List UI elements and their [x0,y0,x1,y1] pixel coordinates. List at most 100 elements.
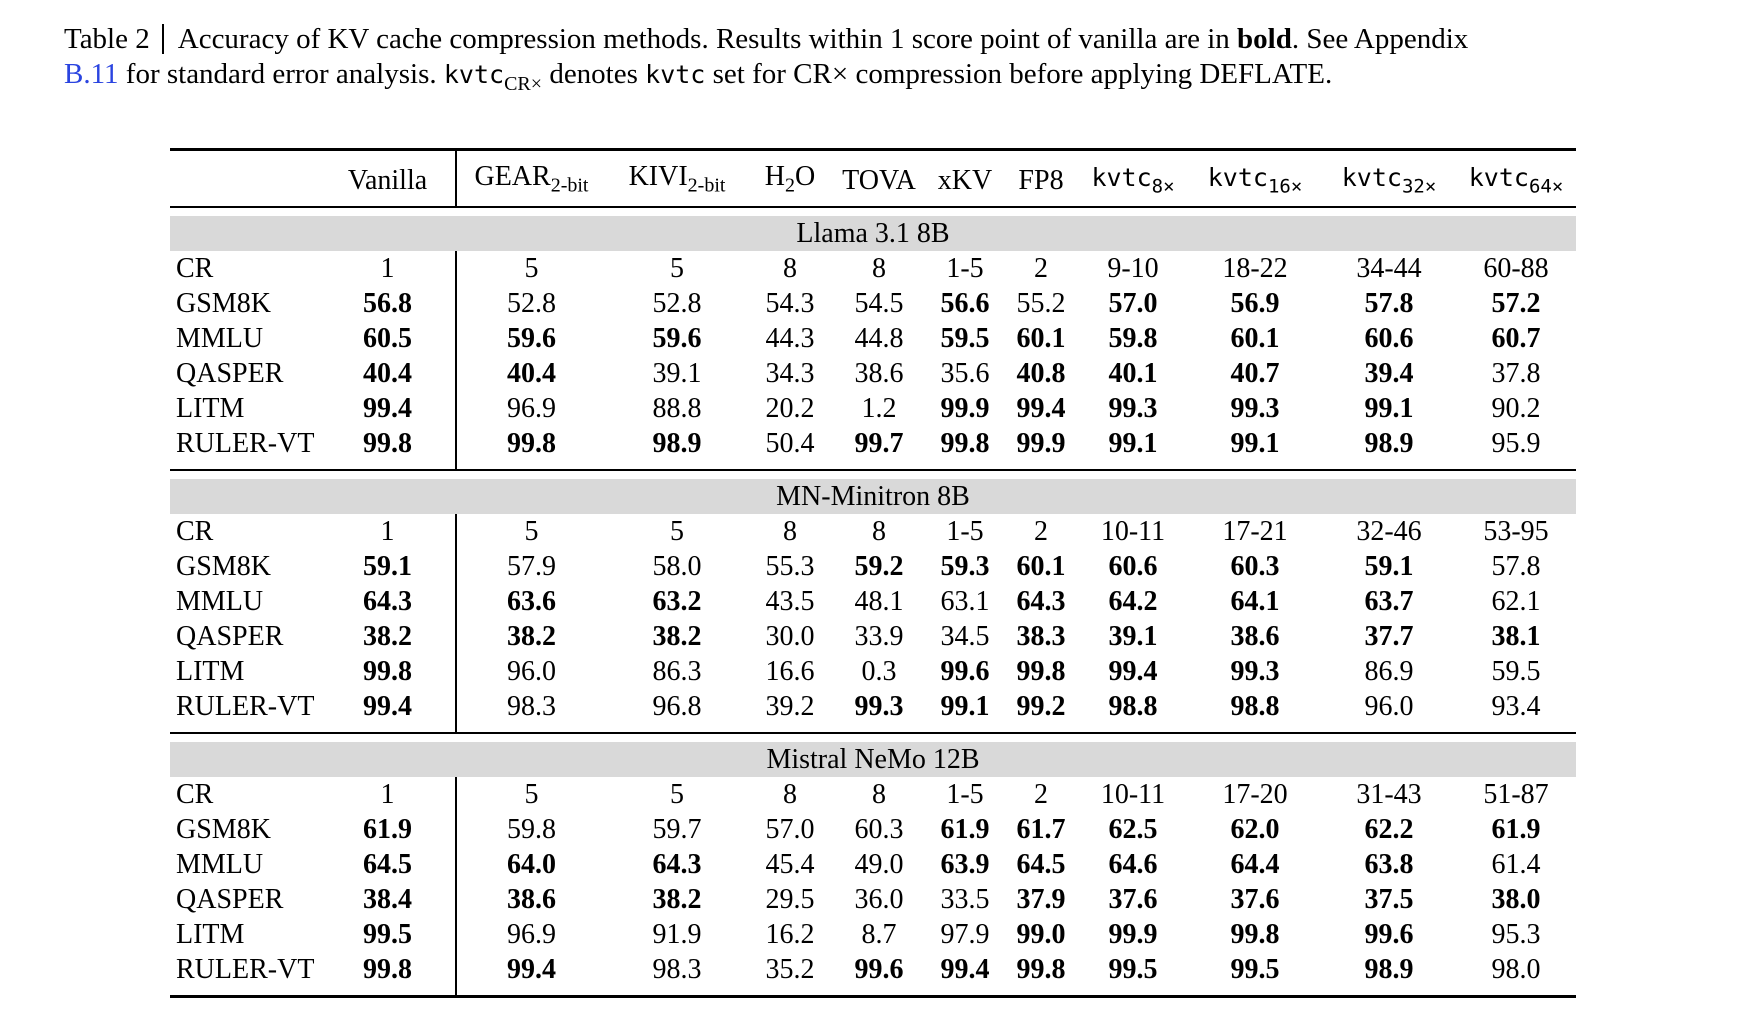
value-cell: 2 [1034,253,1048,285]
value-cell: 99.8 [1230,919,1280,951]
table-row: GSM8K 59.1 57.9 58.0 55.3 59.2 59.3 60.1 60.6 60.… [170,549,1576,585]
value-cell: 99.7 [854,428,904,460]
value-cell: 96.8 [652,691,702,723]
value-cell: 64.3 [1016,586,1066,618]
spacer-cell [170,724,320,733]
value-cell: 99.8 [1016,954,1066,986]
value-cell: 8 [872,253,886,285]
value-cell: 1 [320,777,457,813]
value-cell: 17-20 [1222,779,1288,811]
spacer-cell [1078,733,1188,742]
value-cell: 40.4 [507,358,556,390]
value-cell: 90.2 [1491,393,1541,425]
value-cell: 63.2 [652,586,702,618]
value-cell: 57.9 [507,551,556,583]
spacer-cell [1188,987,1322,997]
spacer-row [170,461,1576,471]
value-cell: 99.8 [320,952,457,988]
value-cell: 44.3 [765,323,815,355]
row-label: GSM8K [176,551,271,583]
appendix-ref-link[interactable]: B.11 [64,58,119,90]
value-cell: 38.6 [507,884,556,916]
table-row: RULER-VT 99.8 99.8 98.9 50.4 99.7 99.8 99.9 99.1… [170,426,1576,462]
caption-separator-rule [161,24,164,54]
spacer-cell [456,724,606,733]
value-cell: 1-5 [946,779,984,811]
caption-text-1b: . See Appendix [1291,23,1469,55]
row-label: LITM [176,393,245,425]
column-header: kvtc64× [1468,162,1564,198]
value-cell: 96.0 [507,656,556,688]
row-label: LITM [176,656,245,688]
value-cell: 38.2 [507,621,556,653]
header-row: Vanilla GEAR2-bit KIVI2-bit H2O TOVA xKV FP8 kv… [170,149,1576,208]
value-cell: 20.2 [765,393,815,425]
spacer-cell [1188,733,1322,742]
value-cell: 98.3 [507,691,556,723]
value-cell: 99.9 [940,393,990,425]
value-cell: 57.0 [765,814,815,846]
caption-label: Table 2 [64,23,150,55]
value-cell: 52.8 [652,288,702,320]
value-cell: 56.6 [940,288,990,320]
value-cell: 48.1 [854,586,904,618]
row-label: CR [176,779,214,811]
table-row: GSM8K 56.8 52.8 52.8 54.3 54.5 56.6 55.2 57.0 56.… [170,286,1576,322]
model-section: Mistral NeMo 12B CR 1 5 5 8 8 1-5 2 10-11 17-20 31-… [170,733,1576,997]
value-cell: 34-44 [1356,253,1422,285]
value-cell: 10-11 [1100,516,1166,548]
table-row: MMLU 64.3 63.6 63.2 43.5 48.1 63.1 64.3 64.2 64.1… [170,584,1576,620]
value-cell: 51-87 [1483,779,1549,811]
spacer-cell [1188,461,1322,470]
value-cell: 64.5 [1016,849,1066,881]
value-cell: 62.2 [1364,814,1414,846]
spacer-cell [832,724,926,733]
caption-kvtc-subscript: CR× [504,72,543,95]
value-cell: 59.3 [940,551,990,583]
value-cell: 8 [783,779,797,811]
value-cell: 99.0 [1016,919,1066,951]
value-cell: 36.0 [854,884,904,916]
value-cell: 37.9 [1016,884,1066,916]
spacer-cell [832,987,926,997]
value-cell: 16.6 [765,656,815,688]
value-cell: 62.1 [1491,586,1541,618]
spacer-cell [1078,207,1188,216]
spacer-cell [606,461,748,470]
value-cell: 64.3 [652,849,702,881]
value-cell: 61.4 [1491,849,1541,881]
value-cell: 16.2 [765,919,815,951]
value-cell: 2 [1034,516,1048,548]
value-cell: 8.7 [861,919,897,951]
table-row: MMLU 64.5 64.0 64.3 45.4 49.0 63.9 64.5 64.6 64.4… [170,847,1576,883]
value-cell: 59.1 [320,549,457,585]
value-cell: 33.5 [940,884,990,916]
column-header: GEAR2-bit [474,160,589,197]
caption-text-2c: set for CR× compression before applying … [705,58,1333,90]
value-cell: 30.0 [765,621,815,653]
value-cell: 99.4 [1016,393,1066,425]
spacer-cell [1078,987,1188,997]
caption-text-2a: for standard error analysis. [118,58,444,90]
spacer-cell [1456,207,1576,216]
spacer-cell [170,470,320,479]
value-cell: 9-10 [1107,253,1159,285]
spacer-row [170,987,1576,997]
value-cell: 99.4 [1108,656,1158,688]
spacer-cell [1456,724,1576,733]
table-caption: Table 2 Accuracy of KV cache compression … [64,22,1704,102]
value-cell: 1 [320,251,457,287]
value-cell: 97.9 [940,919,990,951]
table-row: LITM 99.5 96.9 91.9 16.2 8.7 97.9 99.0 99.9 99.8 9… [170,917,1576,953]
value-cell: 38.0 [1491,884,1541,916]
value-cell: 63.1 [940,586,990,618]
value-cell: 38.2 [652,884,702,916]
spacer-cell [926,207,1004,216]
value-cell: 39.1 [1108,621,1158,653]
caption-kvtc-mono-1: kvtc [443,60,505,89]
spacer-cell [748,461,832,470]
spacer-cell [1322,461,1456,470]
value-cell: 99.8 [1016,656,1066,688]
value-cell: 98.9 [652,428,702,460]
value-cell: 1 [320,514,457,550]
